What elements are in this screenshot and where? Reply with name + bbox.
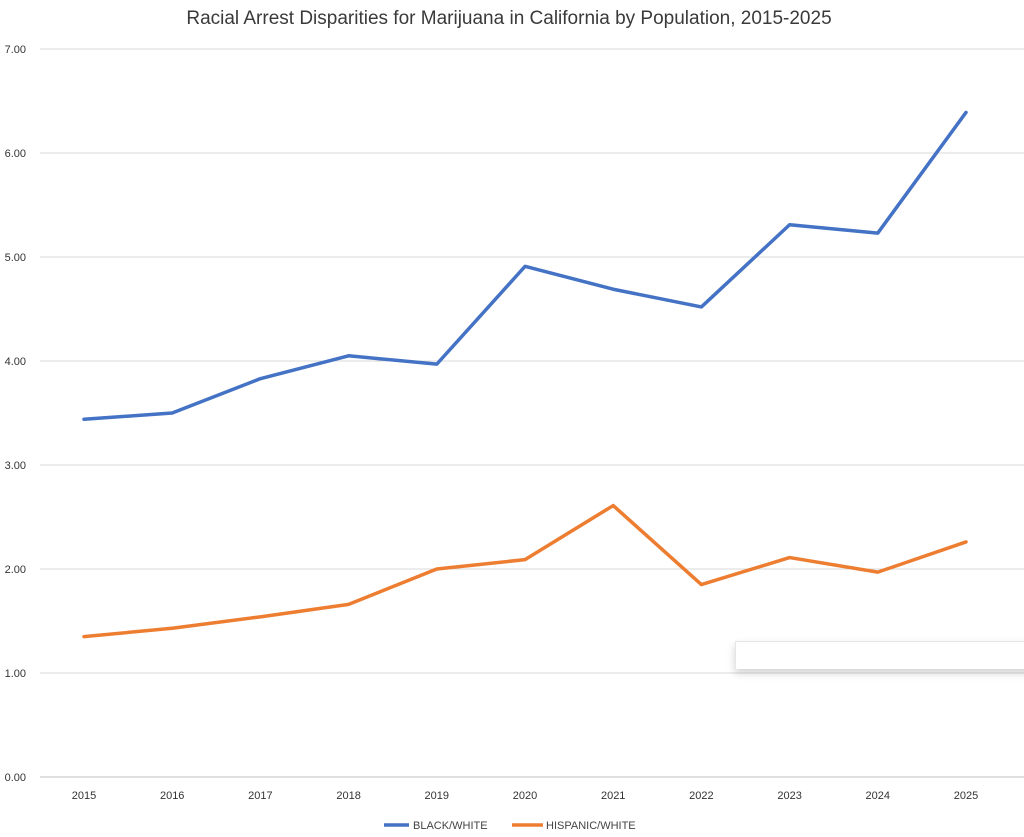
x-axis-ticks: 2015 2016 2017 2018 2019 2020 2021 2022 2023 2024… bbox=[72, 790, 978, 802]
y-tick-label: 4.00 bbox=[5, 356, 26, 368]
tooltip-overlay bbox=[735, 641, 1024, 669]
y-tick-label: 1.00 bbox=[5, 668, 26, 680]
y-tick-label: 0.00 bbox=[5, 772, 26, 784]
series-lines bbox=[82, 110, 968, 639]
chart-title: Racial Arrest Disparities for Marijuana … bbox=[186, 8, 831, 29]
series-line-hispanic-white bbox=[82, 503, 968, 639]
x-tick-label: 2022 bbox=[689, 790, 713, 802]
x-tick-label: 2025 bbox=[954, 790, 978, 802]
y-tick-label: 2.00 bbox=[5, 564, 26, 576]
y-tick-label: 5.00 bbox=[5, 252, 26, 264]
x-tick-label: 2016 bbox=[160, 790, 184, 802]
x-tick-label: 2015 bbox=[72, 790, 96, 802]
x-tick-label: 2018 bbox=[336, 790, 360, 802]
x-tick-label: 2017 bbox=[248, 790, 272, 802]
y-tick-label: 7.00 bbox=[5, 44, 26, 56]
y-tick-label: 3.00 bbox=[5, 460, 26, 472]
x-tick-label: 2020 bbox=[513, 790, 537, 802]
legend-label: HISPANIC/WHITE bbox=[546, 820, 636, 832]
legend-label: BLACK/WHITE bbox=[413, 820, 488, 832]
series-line-black-white bbox=[82, 110, 968, 421]
y-tick-label: 6.00 bbox=[5, 148, 26, 160]
gridlines bbox=[40, 48, 1024, 778]
y-axis-ticks: 0.00 1.00 2.00 3.00 4.00 5.00 6.00 7.00 bbox=[5, 44, 26, 784]
x-tick-label: 2024 bbox=[866, 790, 890, 802]
legend: BLACK/WHITE HISPANIC/WHITE bbox=[384, 820, 636, 832]
x-tick-label: 2021 bbox=[601, 790, 625, 802]
x-tick-label: 2019 bbox=[425, 790, 449, 802]
x-tick-label: 2023 bbox=[777, 790, 801, 802]
